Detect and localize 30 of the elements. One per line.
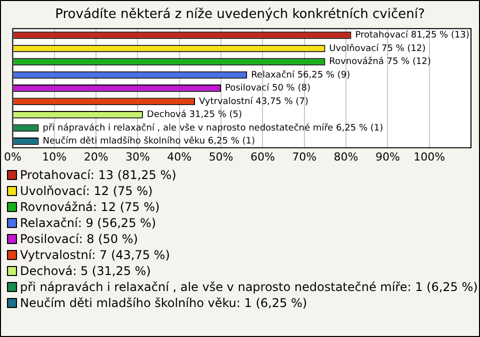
x-tick-label: 30% [125,150,150,164]
data-label: Relaxační 56,25 % (9) [251,69,350,80]
data-label: Vytrvalostní 43,75 % (7) [198,96,308,107]
data-label: při nápravách i relaxační , ale vše v naprosto nedostatečné míře 6,25 % (1) [42,122,384,134]
data-label: Dechová 31,25 % (5) [146,109,242,120]
legend-label: Dechová: 5 (31,25 %) [20,264,151,278]
x-tick-label: 40% [167,150,192,164]
x-tick-label: 100% [414,150,446,164]
legend-label: při nápravách i relaxační , ale vše v naprosto nedostatečné míře: 1 (6,25 %) [20,280,478,294]
x-tick-label: 80% [334,150,358,164]
x-tick-label: 50% [208,150,234,164]
legend-label: Neučím děti mladšího školního věku: 1 (6,25 %) [20,296,308,310]
legend-label: Rovnovážná: 12 (75 %) [20,200,160,214]
data-label: Uvolňovací 75 % (12) [329,42,426,54]
legend-label: Protahovací: 13 (81,25 %) [20,168,176,182]
data-label: Protahovací 81,25 % (13) [355,30,470,41]
x-tick-label: 70% [292,150,317,164]
x-tick-label: 20% [84,150,108,164]
legend-label: Uvolňovací: 12 (75 %) [20,184,153,198]
chart-title: Provádíte některá z níže uvedených konkrétních cvičení? [55,7,425,22]
legend-label: Vytrvalostní: 7 (43,75 %) [20,248,170,262]
legend-label: Relaxační: 9 (56,25 %) [20,216,156,230]
x-tick-label: 90% [375,150,400,164]
data-label: Neučím děti mladšího školního věku 6,25 % (1) [42,136,255,147]
x-tick-label: 60% [250,150,275,164]
data-label: Rovnovážná 75 % (12) [329,56,431,68]
x-tick-label: 10% [42,150,67,164]
x-tick-label: 0% [4,150,22,164]
data-label: Posilovací 50 % (8) [225,82,310,94]
legend-label: Posilovací: 8 (50 %) [20,232,138,246]
